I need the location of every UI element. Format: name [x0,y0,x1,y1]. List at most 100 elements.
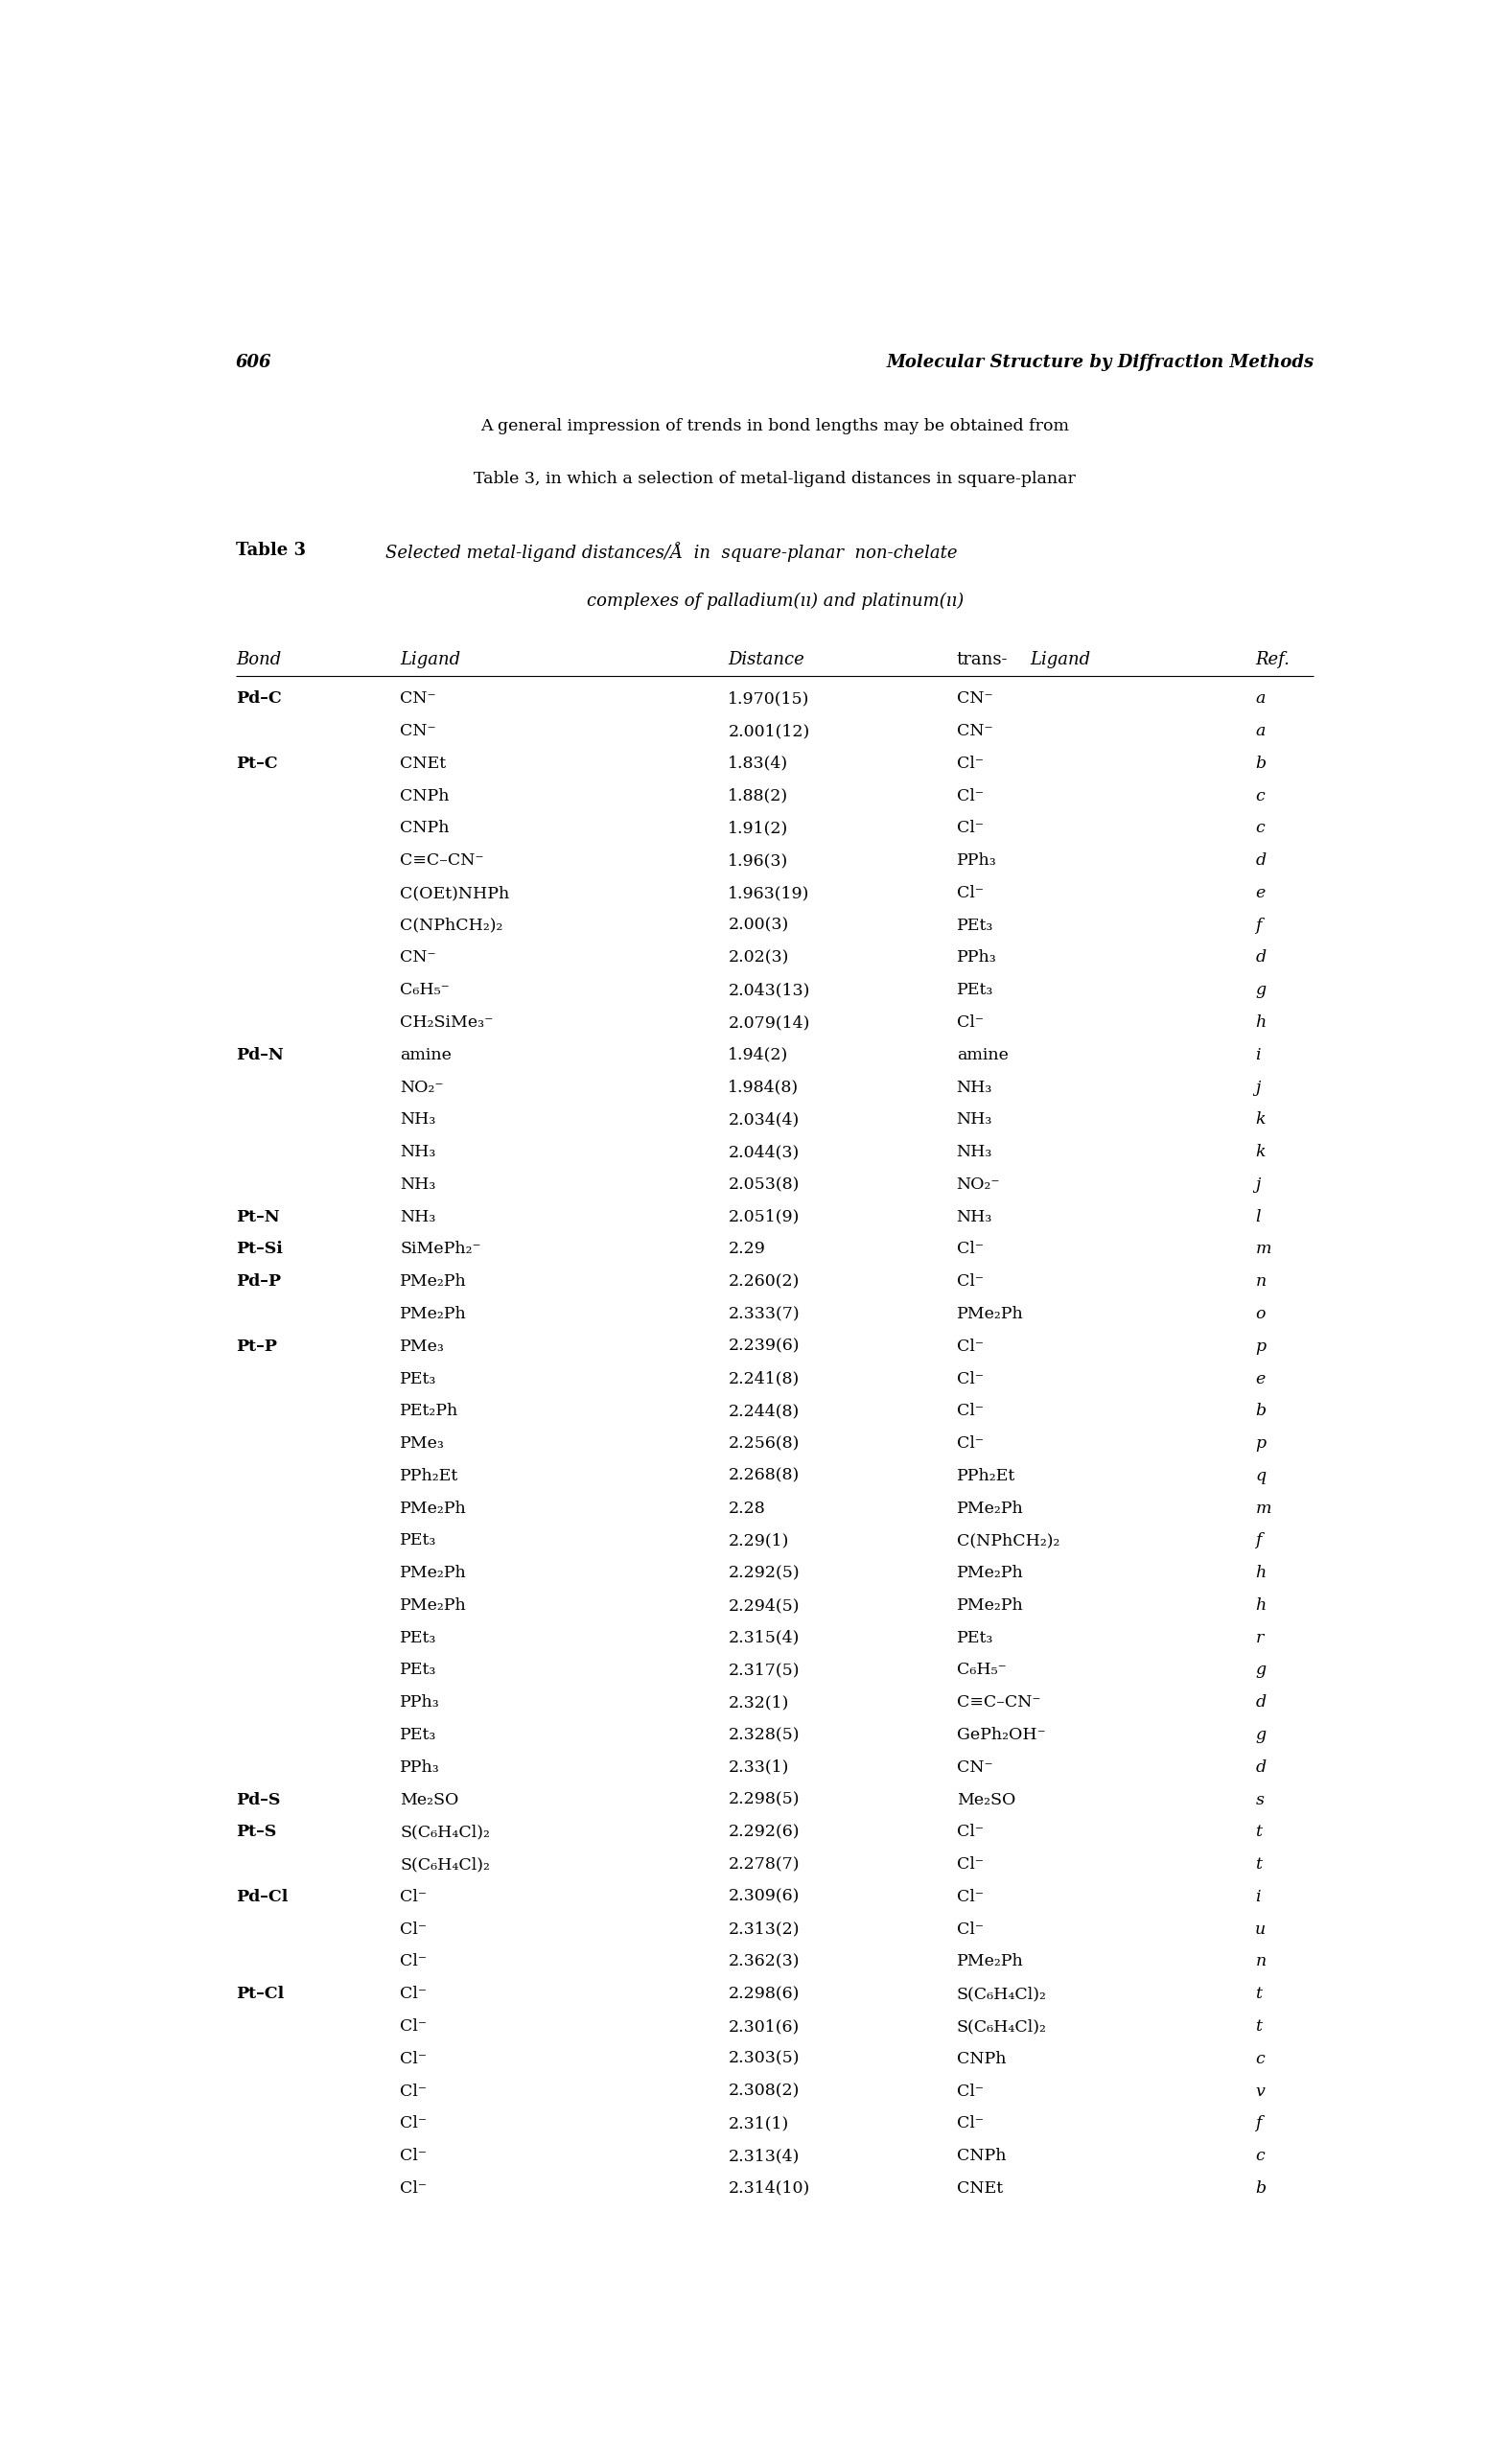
Text: PEt₃: PEt₃ [399,1631,437,1645]
Text: d: d [1255,1760,1266,1775]
Text: Pt–C: Pt–C [236,756,278,773]
Text: Cl⁻: Cl⁻ [957,2083,983,2100]
Text: 2.256(8): 2.256(8) [729,1435,800,1452]
Text: 1.94(2): 1.94(2) [729,1046,789,1064]
Text: 2.294(5): 2.294(5) [729,1597,800,1614]
Text: f: f [1255,1533,1261,1548]
Text: C≡C–CN⁻: C≡C–CN⁻ [399,853,484,868]
Text: Cl⁻: Cl⁻ [957,1242,983,1257]
Text: Ligand: Ligand [1030,650,1090,667]
Text: trans-: trans- [957,650,1009,667]
Text: Ligand: Ligand [399,650,461,667]
Text: Cl⁻: Cl⁻ [957,1824,983,1841]
Text: NH₃: NH₃ [399,1144,435,1161]
Text: NO₂⁻: NO₂⁻ [399,1078,443,1095]
Text: CNPh: CNPh [957,2147,1005,2164]
Text: GePh₂OH⁻: GePh₂OH⁻ [957,1726,1045,1743]
Text: PMe₂Ph: PMe₂Ph [957,1501,1024,1516]
Text: PEt₃: PEt₃ [957,917,993,934]
Text: PPh₂Et: PPh₂Et [957,1467,1015,1484]
Text: PMe₃: PMe₃ [399,1337,445,1355]
Text: Cl⁻: Cl⁻ [399,1954,426,1971]
Text: Pt–N: Pt–N [236,1208,280,1225]
Text: Cl⁻: Cl⁻ [957,819,983,836]
Text: b: b [1255,756,1266,773]
Text: Cl⁻: Cl⁻ [399,1985,426,2002]
Text: Cl⁻: Cl⁻ [957,1435,983,1452]
Text: 2.308(2): 2.308(2) [729,2083,800,2100]
Text: Pd–Cl: Pd–Cl [236,1888,287,1905]
Text: Selected metal-ligand distances/Å  in  square-planar  non-chelate: Selected metal-ligand distances/Å in squ… [386,543,957,562]
Text: CN⁻: CN⁻ [957,689,992,707]
Text: m: m [1255,1501,1272,1516]
Text: s: s [1255,1792,1264,1807]
Text: 2.314(10): 2.314(10) [729,2181,810,2196]
Text: PPh₃: PPh₃ [957,949,996,966]
Text: CNEt: CNEt [957,2181,1002,2196]
Text: m: m [1255,1242,1272,1257]
Text: Pt–Si: Pt–Si [236,1242,283,1257]
Text: 2.034(4): 2.034(4) [729,1112,800,1127]
Text: Cl⁻: Cl⁻ [957,1888,983,1905]
Text: 2.31(1): 2.31(1) [729,2115,789,2132]
Text: Cl⁻: Cl⁻ [399,2115,426,2132]
Text: CN⁻: CN⁻ [399,724,435,738]
Text: 1.83(4): 1.83(4) [729,756,789,773]
Text: Cl⁻: Cl⁻ [399,2147,426,2164]
Text: PMe₂Ph: PMe₂Ph [399,1306,467,1323]
Text: Cl⁻: Cl⁻ [957,885,983,902]
Text: j: j [1255,1176,1261,1193]
Text: p: p [1255,1435,1266,1452]
Text: t: t [1255,1824,1263,1841]
Text: Pd–C: Pd–C [236,689,281,707]
Text: PMe₂Ph: PMe₂Ph [399,1501,467,1516]
Text: PMe₂Ph: PMe₂Ph [399,1565,467,1582]
Text: 2.298(6): 2.298(6) [729,1985,800,2002]
Text: amine: amine [957,1046,1009,1064]
Text: 2.333(7): 2.333(7) [729,1306,800,1323]
Text: d: d [1255,1694,1266,1711]
Text: h: h [1255,1597,1266,1614]
Text: Cl⁻: Cl⁻ [399,2017,426,2034]
Text: 2.079(14): 2.079(14) [729,1015,810,1032]
Text: 2.278(7): 2.278(7) [729,1856,800,1873]
Text: Pd–S: Pd–S [236,1792,280,1807]
Text: amine: amine [399,1046,452,1064]
Text: 1.91(2): 1.91(2) [729,819,789,836]
Text: 2.044(3): 2.044(3) [729,1144,800,1161]
Text: C(NPhCH₂)₂: C(NPhCH₂)₂ [399,917,503,934]
Text: Cl⁻: Cl⁻ [957,1856,983,1873]
Text: v: v [1255,2083,1266,2100]
Text: Cl⁻: Cl⁻ [957,756,983,773]
Text: 2.241(8): 2.241(8) [729,1372,800,1386]
Text: j: j [1255,1078,1261,1095]
Text: c: c [1255,787,1264,804]
Text: 2.02(3): 2.02(3) [729,949,789,966]
Text: PPh₂Et: PPh₂Et [399,1467,458,1484]
Text: PMe₂Ph: PMe₂Ph [399,1597,467,1614]
Text: PEt₃: PEt₃ [399,1663,437,1677]
Text: 2.301(6): 2.301(6) [729,2017,800,2034]
Text: PEt₃: PEt₃ [957,983,993,998]
Text: n: n [1255,1274,1266,1291]
Text: NO₂⁻: NO₂⁻ [957,1176,999,1193]
Text: 1.963(19): 1.963(19) [729,885,810,902]
Text: q: q [1255,1467,1266,1484]
Text: 2.244(8): 2.244(8) [729,1403,800,1421]
Text: 2.239(6): 2.239(6) [729,1337,800,1355]
Text: 1.96(3): 1.96(3) [729,853,789,868]
Text: PPh₃: PPh₃ [399,1760,440,1775]
Text: 2.315(4): 2.315(4) [729,1631,800,1645]
Text: 2.32(1): 2.32(1) [729,1694,789,1711]
Text: 2.328(5): 2.328(5) [729,1726,800,1743]
Text: 2.29: 2.29 [729,1242,765,1257]
Text: PMe₂Ph: PMe₂Ph [957,1597,1024,1614]
Text: S(C₆H₄Cl)₂: S(C₆H₄Cl)₂ [957,2017,1046,2034]
Text: 2.313(2): 2.313(2) [729,1922,800,1936]
Text: Cl⁻: Cl⁻ [399,2181,426,2196]
Text: S(C₆H₄Cl)₂: S(C₆H₄Cl)₂ [957,1985,1046,2002]
Text: d: d [1255,853,1266,868]
Text: 2.298(5): 2.298(5) [729,1792,800,1807]
Text: b: b [1255,2181,1266,2196]
Text: 2.043(13): 2.043(13) [729,983,810,998]
